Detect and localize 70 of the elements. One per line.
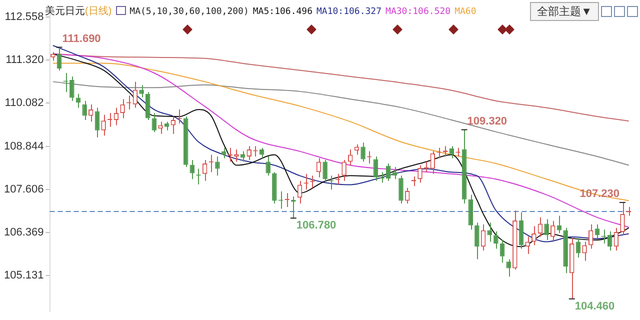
candlestick [221, 147, 226, 159]
candlestick [418, 164, 422, 184]
chart-subtitle: (日线) [85, 6, 112, 17]
candlestick [215, 156, 220, 176]
y-tick-label: 112.558 [4, 11, 44, 24]
y-tick-label: 111.320 [6, 54, 44, 66]
y-tick-label: 105.131 [4, 270, 44, 282]
candlestick [373, 156, 378, 182]
annotation: 106.780 [296, 220, 336, 232]
candlestick [449, 146, 454, 159]
candlestick [506, 258, 511, 278]
candlestick [588, 224, 594, 250]
candlestick [120, 98, 125, 119]
candlestick [297, 180, 302, 204]
y-tick-label: 108.844 [4, 140, 44, 152]
candlestick [152, 112, 157, 133]
candlestick [114, 107, 119, 126]
annotation: 104.460 [574, 300, 615, 312]
candlestick [266, 156, 270, 176]
candlestick [316, 158, 322, 178]
line-series [52, 62, 630, 202]
candlestick [556, 215, 562, 234]
text: MA10:106.327 [316, 7, 382, 17]
text: MA60 [454, 7, 476, 17]
candlestick [500, 240, 505, 264]
line-series [52, 81, 630, 166]
candlestick [550, 220, 556, 242]
chart-title: 美元日元 [45, 6, 85, 17]
candlestick [202, 160, 208, 182]
candlestick [386, 162, 391, 182]
candlestick [139, 84, 144, 98]
candlestick [525, 236, 530, 254]
candlestick [322, 160, 328, 184]
y-tick-label: 106.369 [4, 226, 44, 238]
text: MA5:106.496 [252, 7, 312, 17]
annotation: 全部主题▼ [530, 2, 599, 21]
candlestick [392, 166, 398, 180]
candlestick [76, 93, 81, 108]
candlestick [544, 218, 549, 241]
candlestick [614, 227, 619, 251]
candlestick [487, 222, 492, 242]
candlestick [259, 147, 264, 159]
candlestick [576, 238, 581, 258]
candlestick [234, 149, 239, 162]
candlestick [240, 150, 246, 162]
candlestick [70, 76, 74, 102]
candlestick [518, 212, 524, 250]
candlestick [132, 81, 138, 108]
annotation: 109.320 [467, 115, 508, 128]
candlestick [582, 241, 587, 262]
y-tick-label: 107.606 [4, 183, 44, 196]
candlestick [474, 222, 480, 260]
candlestick [101, 114, 106, 136]
candlestick [82, 100, 87, 120]
candlestick [532, 226, 536, 246]
candlestick [88, 104, 94, 122]
text: MA30:106.520 [386, 7, 451, 17]
candlestick [398, 175, 404, 204]
candlestick [620, 202, 625, 236]
candlestick [228, 147, 233, 162]
candlestick [360, 142, 366, 162]
candlestick [56, 46, 62, 72]
candlestick [342, 160, 346, 182]
y-tick-label: 110.082 [4, 97, 44, 110]
candlestick [94, 107, 100, 138]
candlestick [494, 230, 498, 250]
annotation: 111.690 [62, 32, 101, 45]
candlestick [538, 216, 543, 238]
annotation: MA(5,10,30,60,100,200) [130, 7, 249, 17]
candlestick [158, 121, 163, 134]
